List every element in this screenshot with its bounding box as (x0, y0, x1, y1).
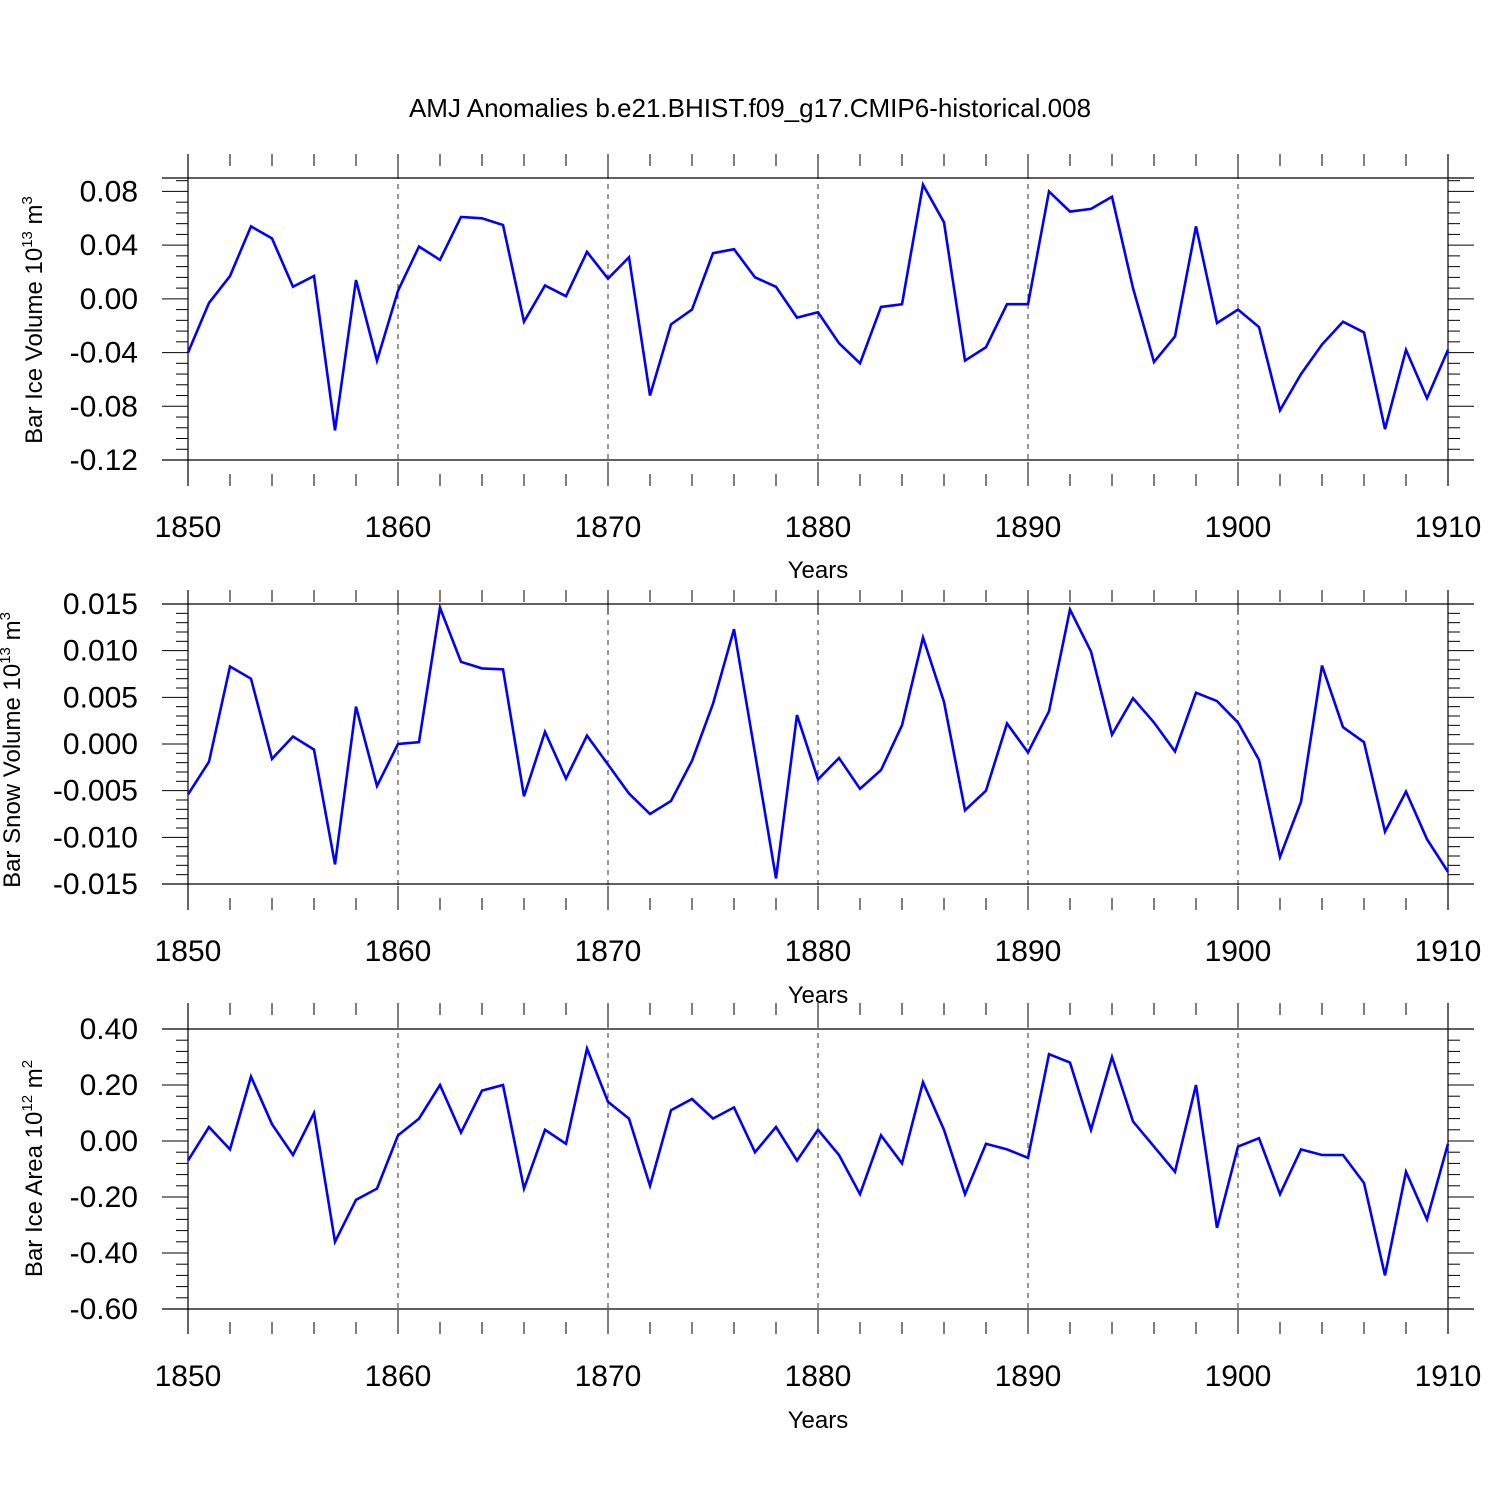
x-tick-label: 1880 (785, 1360, 852, 1393)
y-tick-label: 0.08 (80, 175, 138, 208)
x-tick-label: 1900 (1205, 511, 1272, 544)
x-tick-label: 1910 (1415, 511, 1482, 544)
y-axis-title: Bar Snow Volume 1013 m3 (0, 612, 26, 888)
panel-2: 1850 1860 1870 1880 1890 1900 1910 -0.015 -0.010… (0, 588, 1481, 1009)
y-tick-label: -0.005 (53, 775, 138, 808)
x-tick-label: 1850 (155, 935, 222, 968)
x-tick-label: 1860 (365, 935, 432, 968)
x-tick-label: 1890 (995, 935, 1062, 968)
series-line (186, 180, 1450, 431)
y-tick-label: -0.40 (70, 1237, 138, 1270)
x-tick-label: 1900 (1205, 935, 1272, 968)
y-axis-title-unit-exponent: 3 (19, 196, 36, 204)
x-axis-title: Years (788, 557, 849, 584)
y-tick-label: 0.40 (80, 1013, 138, 1046)
y-tick-label: -0.015 (53, 868, 138, 901)
y-tick-label: -0.08 (70, 390, 138, 423)
y-tick-label: 0.00 (80, 1125, 138, 1158)
y-axis-title-unit: m (21, 204, 48, 231)
x-axis-title: Years (788, 1407, 849, 1434)
y-tick-label: -0.60 (70, 1293, 138, 1326)
y-axis-title-main: Bar Snow Volume 10 (0, 664, 26, 888)
x-tick-label: 1900 (1205, 1360, 1272, 1393)
series-line (186, 1044, 1450, 1276)
y-axis-title-unit-exponent: 3 (0, 612, 14, 620)
panel-3: 1850 1860 1870 1880 1890 1900 1910 -0.60 -0.40 -0… (19, 1003, 1481, 1434)
y-axis-title-exponent: 13 (19, 231, 36, 248)
y-axis-title: Bar Ice Area 1012 m2 (19, 1060, 48, 1277)
chart-title: AMJ Anomalies b.e21.BHIST.f09_g17.CMIP6-… (409, 93, 1091, 123)
y-tick-label: -0.20 (70, 1181, 138, 1214)
y-axis-title: Bar Ice Volume 1013 m3 (19, 196, 48, 444)
y-axis-title-exponent: 12 (19, 1095, 36, 1112)
y-axis-title-exponent: 13 (0, 647, 14, 664)
x-tick-label: 1870 (575, 1360, 642, 1393)
y-tick-label: 0.000 (63, 728, 138, 761)
x-tick-label: 1880 (785, 511, 852, 544)
series-line (186, 602, 1450, 879)
x-tick-label: 1850 (155, 511, 222, 544)
x-tick-label: 1880 (785, 935, 852, 968)
x-tick-label: 1870 (575, 511, 642, 544)
x-tick-label: 1890 (995, 1360, 1062, 1393)
x-tick-label: 1850 (155, 1360, 222, 1393)
y-axis-title-main: Bar Ice Volume 10 (21, 248, 48, 444)
y-tick-label: 0.04 (80, 229, 138, 262)
y-tick-label: -0.12 (70, 444, 138, 477)
x-tick-label: 1890 (995, 511, 1062, 544)
y-tick-label: 0.015 (63, 588, 138, 621)
y-axis-title-unit-exponent: 2 (19, 1060, 36, 1068)
y-tick-label: -0.010 (53, 821, 138, 854)
y-tick-label: -0.04 (70, 337, 138, 370)
x-tick-label: 1860 (365, 511, 432, 544)
y-tick-label: 0.20 (80, 1069, 138, 1102)
y-axis-title-main: Bar Ice Area 10 (21, 1112, 48, 1277)
x-tick-label: 1860 (365, 1360, 432, 1393)
y-axis-title-unit: m (21, 1068, 48, 1095)
y-tick-label: 0.010 (63, 635, 138, 668)
x-tick-label: 1870 (575, 935, 642, 968)
y-tick-label: 0.005 (63, 681, 138, 714)
y-tick-label: 0.00 (80, 283, 138, 316)
x-tick-label: 1910 (1415, 1360, 1482, 1393)
x-tick-label: 1910 (1415, 935, 1482, 968)
y-axis-title-unit: m (0, 620, 26, 647)
panel-1: 1850 1860 1870 1880 1890 1900 1910 -0.12 -0.08 -0… (19, 154, 1481, 584)
